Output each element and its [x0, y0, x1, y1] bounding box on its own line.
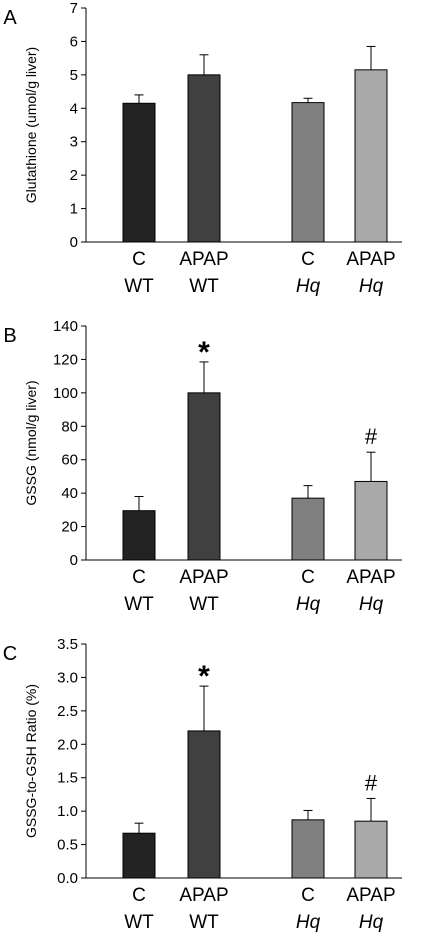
category-genotype-label: Hq — [359, 912, 384, 932]
bar — [291, 819, 325, 879]
category-genotype-label: WT — [124, 594, 154, 615]
category-genotype-label: Hq — [296, 594, 321, 615]
y-tick-label: 2 — [70, 167, 78, 184]
category-label: APAP — [346, 567, 395, 588]
y-tick-label: 1 — [70, 201, 78, 218]
significance-hash: # — [365, 424, 378, 449]
category-label: C — [301, 249, 315, 270]
category-genotype-label: Hq — [296, 912, 321, 932]
y-tick-label: 5 — [70, 67, 78, 84]
panel-letter: A — [3, 7, 17, 29]
y-tick-label: 3.0 — [57, 669, 78, 686]
chart-panel-a: A Glutathione (umol/g liver) 0 1 2 3 4 5 6 7 C WT AP… — [3, 0, 402, 297]
y-tick-label: 3.5 — [57, 636, 78, 653]
y-tick-label: 80 — [61, 418, 78, 435]
y-tick-label: 20 — [61, 519, 78, 536]
y-tick-label: 140 — [53, 318, 78, 335]
category-label: APAP — [179, 249, 228, 270]
y-tick-label: 0.0 — [57, 870, 78, 887]
category-genotype-label: WT — [189, 594, 219, 615]
bar — [122, 510, 156, 561]
y-tick-label: 0 — [70, 234, 78, 251]
chart-panel-c: C GSSG-to-GSH Ratio (%) 0.0 0.5 1.0 1.5 2.0 2.5… — [3, 636, 402, 932]
category-genotype-label: WT — [124, 912, 154, 932]
significance-star: * — [198, 660, 210, 693]
category-label: C — [301, 567, 315, 588]
category-label: C — [132, 885, 146, 906]
y-tick-label: 1.0 — [57, 803, 78, 820]
category-label: C — [132, 567, 146, 588]
bar — [354, 480, 388, 561]
y-tick-label: 2.5 — [57, 703, 78, 720]
panel-letter: C — [3, 643, 17, 665]
category-label: APAP — [179, 567, 228, 588]
bar — [122, 102, 156, 243]
bar — [187, 392, 221, 561]
panel-letter: B — [3, 325, 16, 347]
bar — [291, 102, 325, 243]
category-label: C — [132, 249, 146, 270]
significance-star: * — [198, 336, 210, 369]
category-genotype-label: Hq — [296, 276, 321, 297]
y-axis-label: GSSG (nmol/g liver) — [23, 380, 39, 505]
bar — [187, 74, 221, 243]
bar — [291, 497, 325, 561]
y-tick-label: 60 — [61, 452, 78, 469]
bar — [122, 832, 156, 879]
y-tick-label: 100 — [53, 385, 78, 402]
category-genotype-label: WT — [189, 276, 219, 297]
y-tick-label: 0 — [70, 552, 78, 569]
y-tick-label: 7 — [70, 0, 78, 17]
y-tick-label: 3 — [70, 134, 78, 151]
category-label: APAP — [346, 885, 395, 906]
category-label: APAP — [346, 249, 395, 270]
y-tick-label: 2.0 — [57, 736, 78, 753]
y-tick-label: 120 — [53, 351, 78, 368]
y-tick-label: 6 — [70, 33, 78, 50]
y-tick-label: 1.5 — [57, 770, 78, 787]
y-tick-label: 40 — [61, 485, 78, 502]
category-genotype-label: WT — [189, 912, 219, 932]
category-label: C — [301, 885, 315, 906]
bar — [354, 820, 388, 879]
category-genotype-label: WT — [124, 276, 154, 297]
y-tick-label: 0.5 — [57, 837, 78, 854]
category-label: APAP — [179, 885, 228, 906]
y-axis-label: Glutathione (umol/g liver) — [23, 47, 39, 203]
bar — [187, 730, 221, 879]
y-tick-label: 4 — [70, 100, 78, 117]
significance-hash: # — [365, 770, 378, 795]
category-genotype-label: Hq — [359, 276, 384, 297]
y-axis-label: GSSG-to-GSH Ratio (%) — [23, 684, 39, 838]
bar — [354, 69, 388, 243]
category-genotype-label: Hq — [359, 594, 384, 615]
